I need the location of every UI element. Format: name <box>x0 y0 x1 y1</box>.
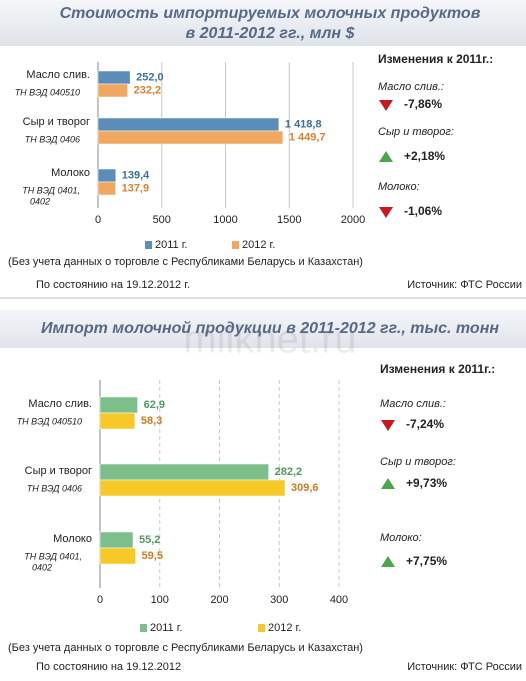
date-label: По состоянию на 19.12.2012 г. <box>36 279 190 291</box>
x-tick-label: 2000 <box>341 214 365 226</box>
bar <box>97 168 117 183</box>
category-label: Молоко <box>51 167 90 179</box>
legend-label: 2011 г. <box>155 239 187 251</box>
category-label: Масло слив. <box>26 69 90 81</box>
x-tick-label: 200 <box>210 594 228 606</box>
bar <box>99 463 269 481</box>
x-tick-label: 0 <box>97 594 103 606</box>
bar <box>97 181 116 196</box>
category-label: Молоко <box>53 533 92 545</box>
bar <box>97 70 131 85</box>
x-tick-label: 1000 <box>213 214 237 226</box>
change-arrow <box>379 151 393 162</box>
category-label: Масло слив. <box>28 398 92 410</box>
value-label: 58,3 <box>141 415 162 427</box>
source-label: Источник: ФТС России <box>407 661 522 673</box>
source-label: Источник: ФТС России <box>407 279 522 291</box>
chart-title: в 2011-2012 гг., млн $ <box>186 25 356 42</box>
category-label: Сыр и творог <box>25 465 92 477</box>
bar <box>99 412 136 430</box>
change-arrow <box>381 478 395 489</box>
category-code: 0402 <box>32 562 52 572</box>
date-label: По состоянию на 19.12.2012 <box>36 661 181 673</box>
change-value: +2,18% <box>404 149 445 163</box>
change-value: +7,75% <box>406 554 447 568</box>
x-tick-label: 100 <box>151 594 169 606</box>
footnote: (Без учета данных о торговле с Республик… <box>8 642 363 654</box>
bar <box>97 130 284 145</box>
bar <box>99 396 138 414</box>
value-label: 55,2 <box>139 534 160 546</box>
x-tick-label: 0 <box>95 214 101 226</box>
change-arrow <box>381 556 395 567</box>
category-label: Сыр и творог <box>23 116 90 128</box>
value-label: 62,9 <box>144 399 165 411</box>
bar <box>99 547 136 565</box>
legend-swatch <box>145 241 152 249</box>
change-arrow <box>379 100 393 111</box>
value-label: 137,9 <box>122 182 150 194</box>
change-value: -1,06% <box>404 204 442 218</box>
x-tick-label: 400 <box>330 594 348 606</box>
category-code: ТН ВЭД 040510 <box>15 87 80 97</box>
chart-title: Импорт молочной продукции в 2011-2012 гг… <box>41 320 499 337</box>
legend-label: 2012 г. <box>242 239 275 251</box>
change-arrow <box>381 420 395 431</box>
bar <box>97 117 280 132</box>
change-label: Молоко: <box>380 532 422 544</box>
x-tick-label: 300 <box>270 594 288 606</box>
value-label: 139,4 <box>122 169 150 181</box>
change-arrow <box>379 207 393 218</box>
change-label: Молоко: <box>378 181 420 193</box>
legend-label: 2012 г. <box>268 622 301 634</box>
category-code: ТН ВЭД 0406 <box>25 134 80 144</box>
header-band <box>0 0 526 46</box>
bar <box>99 479 286 497</box>
category-code: ТН ВЭД 040510 <box>17 416 82 426</box>
header-band <box>0 310 526 348</box>
bar <box>97 83 128 98</box>
change-label: Сыр и творог: <box>378 126 454 138</box>
value-label: 282,2 <box>275 466 303 478</box>
category-code: ТН ВЭД 0406 <box>27 483 82 493</box>
value-label: 1 449,7 <box>289 131 326 143</box>
legend-swatch <box>140 624 147 632</box>
category-code: ТН ВЭД 0401, <box>24 551 82 561</box>
changes-title: Изменения к 2011г.: <box>378 52 493 66</box>
value-label: 309,6 <box>291 482 319 494</box>
legend-swatch <box>232 241 239 249</box>
changes-title: Изменения к 2011г.: <box>380 362 495 376</box>
legend-label: 2011 г. <box>150 622 182 634</box>
change-label: Масло слив.: <box>380 398 446 410</box>
category-code: 0402 <box>30 196 50 206</box>
change-label: Масло слив.: <box>378 81 444 93</box>
value-label: 232,2 <box>134 84 162 96</box>
legend-swatch <box>258 624 265 632</box>
bar <box>99 531 134 549</box>
footnote: (Без учета данных о торговле с Республик… <box>8 256 363 268</box>
chart-title: Стоимость импортируемых молочных продукт… <box>60 5 481 22</box>
watermark: milknet.ru <box>183 318 356 362</box>
change-value: -7,24% <box>406 417 444 431</box>
category-code: ТН ВЭД 0401, <box>22 185 80 195</box>
change-value: +9,73% <box>406 476 447 490</box>
x-tick-label: 500 <box>153 214 171 226</box>
value-label: 1 418,8 <box>285 118 322 130</box>
value-label: 252,0 <box>136 71 164 83</box>
x-tick-label: 1500 <box>277 214 301 226</box>
value-label: 59,5 <box>142 550 163 562</box>
change-label: Сыр и творог: <box>380 456 456 468</box>
change-value: -7,86% <box>404 97 442 111</box>
